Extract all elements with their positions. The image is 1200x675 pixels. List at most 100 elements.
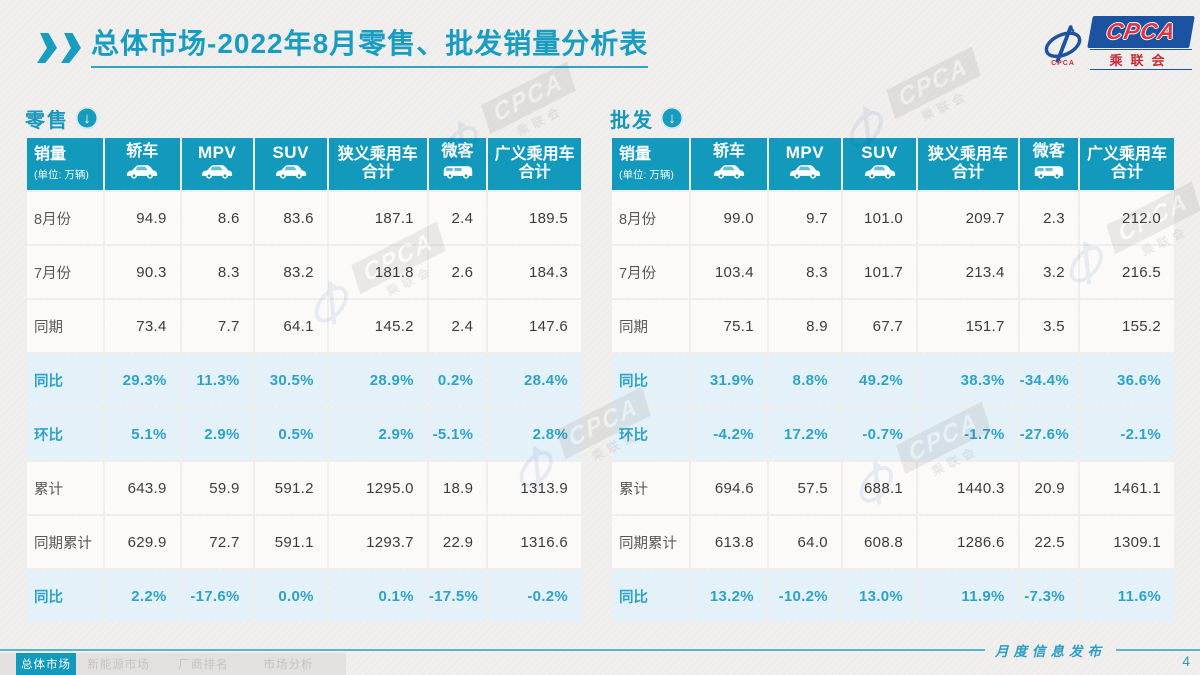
footer-note: 月度信息发布 — [995, 644, 1106, 660]
table-row: 累计 694.6 57.5 688.1 1440.3 20.9 1461.1 — [612, 462, 1174, 514]
value-cell: 22.9 — [428, 516, 487, 568]
cpca-swoosh-icon: CPCA — [1040, 24, 1086, 67]
table-row: 8月份 94.9 8.6 83.6 187.1 2.4 189.5 — [27, 192, 581, 244]
page-title: 总体市场-2022年8月零售、批发销量分析表 — [91, 26, 649, 68]
wholesale-section-label: 批发 — [610, 109, 654, 132]
value-cell: 2.4 — [428, 300, 487, 352]
value-cell: 608.8 — [842, 516, 917, 568]
tab-nev-market[interactable]: 新能源市场 — [87, 659, 150, 671]
value-cell: 151.7 — [918, 300, 1018, 352]
value-cell: 31.9% — [691, 354, 767, 406]
column-header: 销量 (单位: 万辆) — [27, 138, 103, 190]
value-cell: 11.9% — [918, 570, 1018, 622]
value-cell: 17.2% — [768, 408, 841, 460]
value-cell: 73.4 — [104, 300, 180, 352]
row-label: 7月份 — [27, 246, 103, 298]
value-cell: 209.7 — [918, 192, 1018, 244]
value-cell: 1293.7 — [328, 516, 427, 568]
value-cell: 216.5 — [1079, 246, 1174, 298]
value-cell: 1316.6 — [488, 516, 581, 568]
value-cell: 591.2 — [254, 462, 327, 514]
chevron-icon — [34, 33, 58, 63]
value-cell: -10.2% — [768, 570, 841, 622]
value-cell: -7.3% — [1019, 570, 1078, 622]
value-cell: 99.0 — [691, 192, 767, 244]
column-header: 微客 — [428, 138, 487, 190]
cpca-logo-text: CPCA 乘联会 — [1087, 16, 1195, 70]
value-cell: 29.3% — [104, 354, 180, 406]
value-cell: 94.9 — [104, 192, 180, 244]
column-header: 微客 — [1019, 138, 1078, 190]
column-header: SUV — [254, 138, 327, 190]
value-cell: -27.6% — [1019, 408, 1078, 460]
value-cell: 49.2% — [842, 354, 917, 406]
value-cell: 1309.1 — [1079, 516, 1174, 568]
value-cell: 184.3 — [488, 246, 581, 298]
value-cell: 212.0 — [1079, 192, 1174, 244]
value-cell: 8.8% — [768, 354, 841, 406]
row-label: 同期累计 — [612, 516, 689, 568]
value-cell: 2.9% — [328, 408, 427, 460]
mpv-car-icon — [770, 162, 840, 185]
value-cell: 2.6 — [428, 246, 487, 298]
value-cell: 629.9 — [104, 516, 180, 568]
value-cell: 101.0 — [842, 192, 917, 244]
tab-market-analysis[interactable]: 市场分析 — [263, 659, 314, 671]
suv-car-icon — [256, 162, 326, 185]
value-cell: 13.2% — [691, 570, 767, 622]
row-label: 同比 — [612, 570, 689, 622]
value-cell: 11.6% — [1079, 570, 1174, 622]
circle-down-arrow-icon: ↓ — [76, 107, 98, 129]
value-cell: -0.7% — [842, 408, 917, 460]
value-cell: 189.5 — [488, 192, 581, 244]
column-header: 轿车 — [691, 138, 767, 190]
page-number: 4 — [1182, 653, 1190, 669]
suv-car-icon — [844, 162, 915, 185]
value-cell: 13.0% — [842, 570, 917, 622]
value-cell: 8.3 — [768, 246, 841, 298]
value-cell: 9.7 — [768, 192, 841, 244]
value-cell: 64.0 — [768, 516, 841, 568]
table-row: 7月份 90.3 8.3 83.2 181.8 2.6 184.3 — [27, 246, 581, 298]
table-header-row: 销量 (单位: 万辆) 轿车 MPV SUV 狭义乘用车 合计 微客 广义乘用车 合计 — [612, 138, 1174, 190]
tab-overall-market[interactable]: 总体市场 — [16, 653, 76, 675]
value-cell: 75.1 — [691, 300, 767, 352]
column-header: SUV — [842, 138, 917, 190]
value-cell: 101.7 — [842, 246, 917, 298]
footer-rule-segment — [1116, 649, 1200, 651]
table-row: 环比 -4.2% 17.2% -0.7% -1.7% -27.6% -2.1% — [612, 408, 1174, 460]
value-cell: 8.3 — [181, 246, 253, 298]
page-title-rest: -2022年8月零售、批发销量分析表 — [207, 28, 649, 59]
row-label: 同比 — [612, 354, 689, 406]
value-cell: 2.3 — [1019, 192, 1078, 244]
microvan-icon — [430, 162, 485, 185]
value-cell: 147.6 — [488, 300, 581, 352]
value-cell: 11.3% — [181, 354, 253, 406]
tab-manufacturer-ranking[interactable]: 厂商排名 — [178, 659, 229, 671]
table-row: 同比 13.2% -10.2% 13.0% 11.9% -7.3% 11.6% — [612, 570, 1174, 622]
value-cell: -34.4% — [1019, 354, 1078, 406]
row-label: 7月份 — [612, 246, 689, 298]
table-row: 同比 2.2% -17.6% 0.0% 0.1% -17.5% -0.2% — [27, 570, 581, 622]
double-chevron-right-icon — [36, 33, 81, 63]
value-cell: 83.2 — [254, 246, 327, 298]
value-cell: 28.9% — [328, 354, 427, 406]
value-cell: 103.4 — [691, 246, 767, 298]
table-row: 同期 75.1 8.9 67.7 151.7 3.5 155.2 — [612, 300, 1174, 352]
value-cell: 8.6 — [181, 192, 253, 244]
row-label: 同期 — [27, 300, 103, 352]
value-cell: 90.3 — [104, 246, 180, 298]
row-label: 同比 — [27, 570, 103, 622]
value-cell: 1295.0 — [328, 462, 427, 514]
table-row: 7月份 103.4 8.3 101.7 213.4 3.2 216.5 — [612, 246, 1174, 298]
value-cell: 8.9 — [768, 300, 841, 352]
value-cell: 20.9 — [1019, 462, 1078, 514]
row-label: 8月份 — [27, 192, 103, 244]
wholesale-sales-table: 销量 (单位: 万辆) 轿车 MPV SUV 狭义乘用车 合计 微客 广义乘用车 合计 8月份 99.… — [610, 136, 1176, 624]
row-label: 环比 — [27, 408, 103, 460]
table-row: 同期 73.4 7.7 64.1 145.2 2.4 147.6 — [27, 300, 581, 352]
column-header: 销量 (单位: 万辆) — [612, 138, 689, 190]
value-cell: 145.2 — [328, 300, 427, 352]
mpv-car-icon — [183, 162, 252, 185]
